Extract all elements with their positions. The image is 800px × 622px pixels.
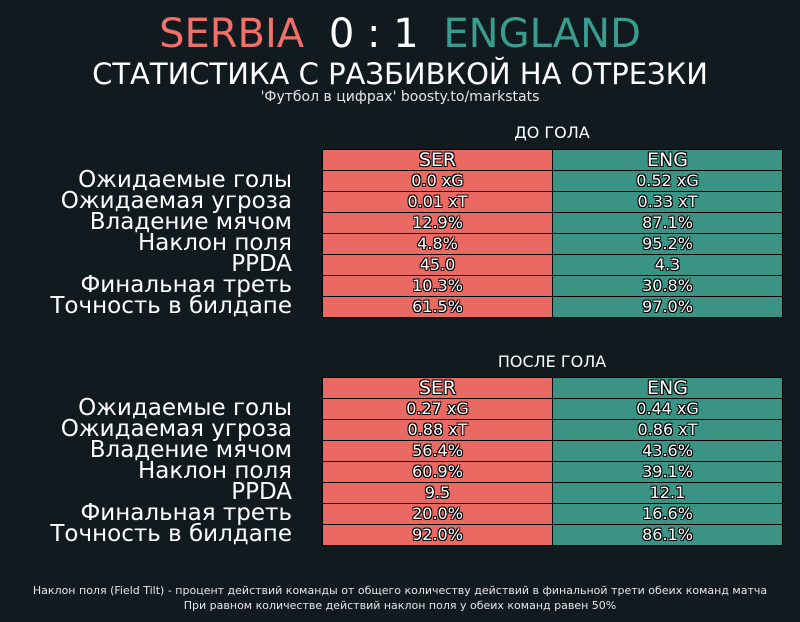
row-label: Точность в билдапе — [50, 293, 292, 319]
table-row: 20.0% 16.6% — [323, 504, 783, 525]
page-subtitle: 'Футбол в цифрах' boosty.to/markstats — [260, 89, 540, 105]
away-value-cell: 87.1% — [553, 213, 783, 233]
row-label: Финальная треть — [80, 272, 292, 298]
row-label: Наклон поля — [137, 458, 292, 484]
row-label: Ожидаемые голы — [78, 167, 292, 193]
table-row: 0.01 xT 0.33 xT — [323, 192, 783, 213]
match-score: SERBIA 0 : 1 ENGLAND — [0, 12, 800, 56]
home-value-cell: 0.27 xG — [323, 399, 553, 419]
away-value-cell: 0.44 xG — [553, 399, 783, 419]
home-value-cell: 60.9% — [323, 462, 553, 482]
away-value-cell: 95.2% — [553, 234, 783, 254]
table-row: 56.4% 43.6% — [323, 441, 783, 462]
table-row: 9.5 12.1 — [323, 483, 783, 504]
footnote-line-2: При равном количестве действий наклон по… — [183, 599, 617, 612]
home-value-cell: 10.3% — [323, 276, 553, 296]
page-title: СТАТИСТИКА С РАЗБИВКОЙ НА ОТРЕЗКИ — [92, 57, 708, 91]
row-labels-before-goal: Ожидаемые голы Ожидаемая угроза Владение… — [0, 167, 292, 319]
row-label: PPDA — [231, 251, 292, 277]
away-value-cell: 0.86 xT — [553, 420, 783, 440]
table-row: 92.0% 86.1% — [323, 525, 783, 546]
home-value-cell: 45.0 — [323, 255, 553, 275]
table-row: 12.9% 87.1% — [323, 213, 783, 234]
table-row: 0.0 xG 0.52 xG — [323, 171, 783, 192]
away-value-cell: 86.1% — [553, 525, 783, 545]
footnote-line-1: Наклон поля (Field Tilt) - процент дейст… — [32, 584, 768, 597]
home-value-cell: 9.5 — [323, 483, 553, 503]
away-value-cell: 97.0% — [553, 297, 783, 317]
table-row: 10.3% 30.8% — [323, 276, 783, 297]
away-value-cell: 39.1% — [553, 462, 783, 482]
row-label: Ожидаемая угроза — [60, 188, 292, 214]
table-row: 4.8% 95.2% — [323, 234, 783, 255]
column-header-home: SER — [323, 378, 553, 398]
table-row: 0.88 xT 0.86 xT — [323, 420, 783, 441]
away-value-cell: 43.6% — [553, 441, 783, 461]
row-label: Финальная треть — [80, 500, 292, 526]
away-value-cell: 0.52 xG — [553, 171, 783, 191]
home-value-cell: 0.01 xT — [323, 192, 553, 212]
home-value-cell: 61.5% — [323, 297, 553, 317]
away-team-name: ENGLAND — [443, 11, 641, 57]
row-label: Ожидаемые голы — [78, 395, 292, 421]
home-value-cell: 4.8% — [323, 234, 553, 254]
home-team-name: SERBIA — [159, 11, 305, 57]
away-value-cell: 16.6% — [553, 504, 783, 524]
section-title-after-goal: ПОСЛЕ ГОЛА — [497, 352, 607, 371]
row-labels-after-goal: Ожидаемые голы Ожидаемая угроза Владение… — [0, 395, 292, 547]
home-value-cell: 0.88 xT — [323, 420, 553, 440]
away-value-cell: 12.1 — [553, 483, 783, 503]
column-header-home: SER — [323, 150, 553, 170]
column-header-away: ENG — [553, 150, 783, 170]
table-header: SER ENG — [323, 378, 783, 399]
away-value-cell: 0.33 xT — [553, 192, 783, 212]
stats-table-before-goal: SER ENG 0.0 xG 0.52 xG 0.01 xT 0.33 xT 1… — [322, 149, 783, 318]
row-label: Владение мячом — [89, 209, 292, 235]
away-value-cell: 30.8% — [553, 276, 783, 296]
column-header-away: ENG — [553, 378, 783, 398]
row-label: PPDA — [231, 479, 292, 505]
home-value-cell: 12.9% — [323, 213, 553, 233]
score-value: 0 : 1 — [328, 11, 419, 57]
home-value-cell: 56.4% — [323, 441, 553, 461]
row-label: Наклон поля — [137, 230, 292, 256]
table-row: 60.9% 39.1% — [323, 462, 783, 483]
row-label: Владение мячом — [89, 437, 292, 463]
table-row: 45.0 4.3 — [323, 255, 783, 276]
home-value-cell: 0.0 xG — [323, 171, 553, 191]
home-value-cell: 92.0% — [323, 525, 553, 545]
table-row: 61.5% 97.0% — [323, 297, 783, 318]
section-title-before-goal: ДО ГОЛА — [514, 123, 590, 142]
stats-table-after-goal: SER ENG 0.27 xG 0.44 xG 0.88 xT 0.86 xT … — [322, 377, 783, 546]
row-label: Точность в билдапе — [50, 521, 292, 547]
table-row: 0.27 xG 0.44 xG — [323, 399, 783, 420]
home-value-cell: 20.0% — [323, 504, 553, 524]
away-value-cell: 4.3 — [553, 255, 783, 275]
row-label: Ожидаемая угроза — [60, 416, 292, 442]
table-header: SER ENG — [323, 150, 783, 171]
